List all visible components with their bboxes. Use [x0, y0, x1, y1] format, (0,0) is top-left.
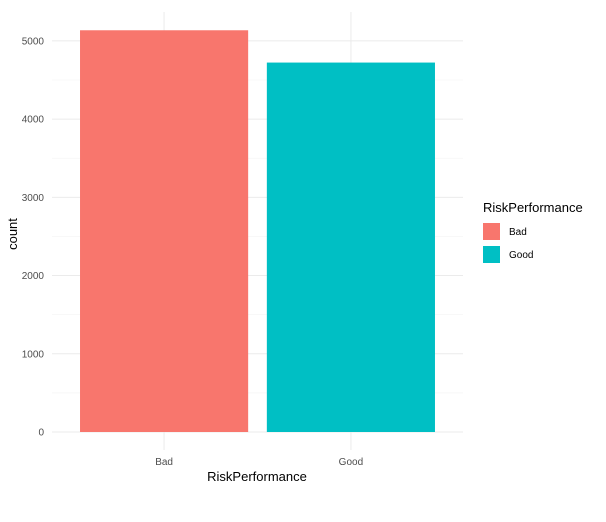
x-tick-label: Good	[339, 457, 363, 468]
y-tick-label: 4000	[22, 115, 45, 126]
legend-key-good	[483, 246, 500, 263]
y-tick-label: 2000	[22, 271, 45, 282]
legend-title: RiskPerformance	[483, 200, 583, 215]
x-tick-labels: Bad Good	[155, 457, 363, 468]
y-axis-title: count	[5, 218, 20, 250]
legend-entries: Bad Good	[483, 223, 533, 263]
y-tick-labels: 0 1000 2000 3000 4000 5000	[22, 36, 45, 438]
y-tick-label: 1000	[22, 349, 45, 360]
bar-bad	[80, 30, 249, 432]
y-tick-label: 5000	[22, 36, 45, 47]
bar-good	[266, 62, 435, 433]
y-tick-label: 3000	[22, 193, 45, 204]
legend: RiskPerformance Bad Good	[483, 200, 583, 263]
legend-label: Good	[509, 250, 533, 261]
legend-key-bad	[483, 223, 500, 240]
x-axis-title: RiskPerformance	[207, 469, 307, 484]
bar-layer	[80, 30, 435, 433]
legend-label: Bad	[509, 227, 527, 238]
y-tick-label: 0	[38, 428, 44, 439]
x-tick-label: Bad	[155, 457, 173, 468]
